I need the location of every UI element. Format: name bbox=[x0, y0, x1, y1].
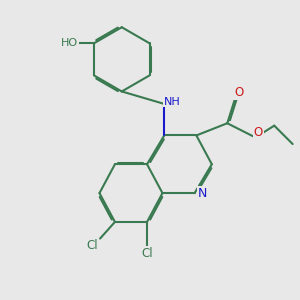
Text: O: O bbox=[254, 126, 263, 139]
Text: Cl: Cl bbox=[86, 239, 98, 252]
Text: NH: NH bbox=[164, 97, 181, 106]
Text: HO: HO bbox=[61, 38, 78, 48]
Text: O: O bbox=[234, 86, 243, 99]
Text: Cl: Cl bbox=[141, 247, 153, 260]
Text: N: N bbox=[198, 187, 208, 200]
